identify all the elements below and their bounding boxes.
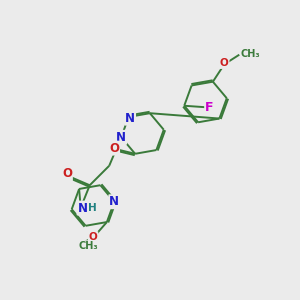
Text: CH₃: CH₃ xyxy=(241,49,260,59)
Text: methoxy: methoxy xyxy=(241,53,248,54)
Text: H: H xyxy=(88,203,97,213)
Text: O: O xyxy=(62,167,72,180)
Text: N: N xyxy=(125,112,135,125)
Text: O: O xyxy=(109,142,119,154)
Text: O: O xyxy=(89,232,98,242)
Text: O: O xyxy=(220,58,229,68)
Text: N: N xyxy=(109,195,119,208)
Text: F: F xyxy=(205,101,214,114)
Text: N: N xyxy=(116,131,126,144)
Text: methoxy: methoxy xyxy=(71,246,77,247)
Text: CH₃: CH₃ xyxy=(78,241,98,251)
Text: N: N xyxy=(77,202,88,214)
Text: methoxy: methoxy xyxy=(241,53,248,54)
